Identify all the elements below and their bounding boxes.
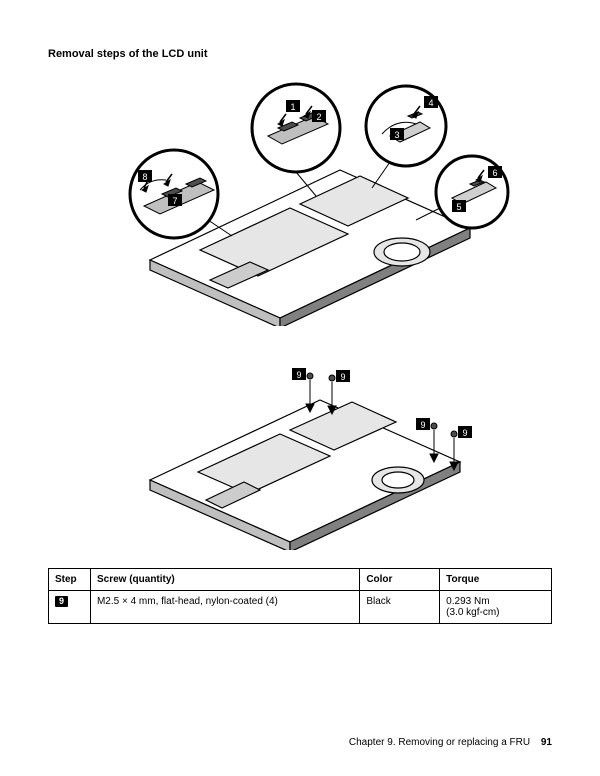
- table-header-row: Step Screw (quantity) Color Torque: [49, 569, 552, 591]
- cell-torque: 0.293 Nm (3.0 kgf-cm): [440, 591, 552, 624]
- callout-8: 8: [142, 172, 147, 182]
- step-badge: 9: [55, 596, 68, 607]
- callout-9b: 9: [340, 372, 345, 382]
- callout-9a: 9: [296, 370, 301, 380]
- callout-4: 4: [428, 98, 433, 108]
- figures: 1 2 3 4: [48, 70, 552, 550]
- cell-color: Black: [360, 591, 440, 624]
- footer-chapter: Chapter 9. Removing or replacing a FRU: [349, 737, 530, 748]
- footer-page-number: 91: [541, 737, 552, 748]
- page-footer: Chapter 9. Removing or replacing a FRU 9…: [349, 737, 552, 748]
- callout-5: 5: [456, 202, 461, 212]
- cell-step: 9: [49, 591, 91, 624]
- section-heading: Removal steps of the LCD unit: [48, 48, 552, 60]
- callout-9c: 9: [420, 420, 425, 430]
- diagram-top: 1 2 3 4: [90, 70, 510, 326]
- col-screw: Screw (quantity): [90, 569, 359, 591]
- callout-7: 7: [172, 196, 177, 206]
- col-step: Step: [49, 569, 91, 591]
- cell-screw: M2.5 × 4 mm, flat-head, nylon-coated (4): [90, 591, 359, 624]
- col-torque: Torque: [440, 569, 552, 591]
- page: Removal steps of the LCD unit: [0, 0, 600, 776]
- callout-2: 2: [316, 112, 321, 122]
- callout-6: 6: [492, 168, 497, 178]
- table-row: 9 M2.5 × 4 mm, flat-head, nylon-coated (…: [49, 591, 552, 624]
- callout-3: 3: [394, 130, 399, 140]
- callout-1: 1: [290, 102, 295, 112]
- col-color: Color: [360, 569, 440, 591]
- callout-9d: 9: [462, 428, 467, 438]
- diagram-bottom: 9 9 9 9: [120, 350, 480, 550]
- screw-table: Step Screw (quantity) Color Torque 9 M2.…: [48, 568, 552, 624]
